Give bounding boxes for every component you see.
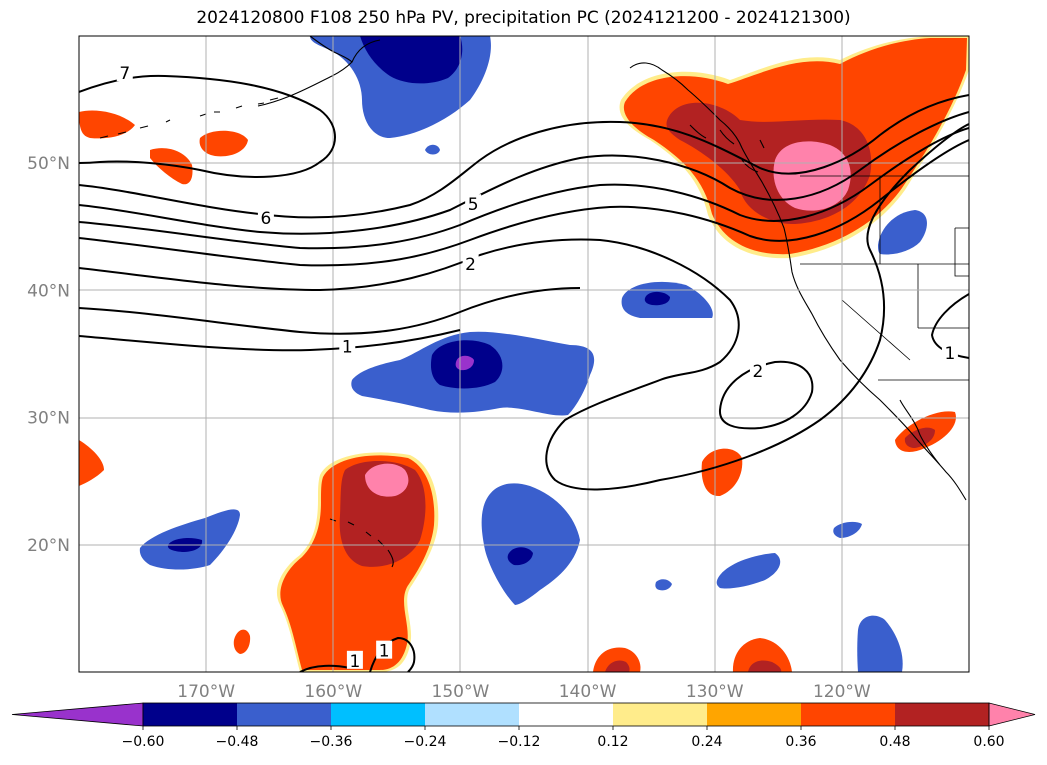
map-title: 2024120800 F108 250 hPa PV, precipitatio… xyxy=(196,8,851,28)
precip-positive-south-a-core xyxy=(605,660,630,672)
colorbar-tick-label-4: −0.12 xyxy=(498,734,541,750)
contour-label-7: 1 xyxy=(349,652,360,672)
colorbar-tick-label-2: −0.36 xyxy=(310,734,353,750)
precip-negative-small-east xyxy=(833,521,862,538)
contour-label-bg-1 xyxy=(257,208,274,227)
colorbar-extend-low xyxy=(11,702,144,727)
contour-label-bg-3 xyxy=(462,253,479,272)
precip-positive-hawaii-max xyxy=(365,463,409,497)
coastline-canada-islands xyxy=(689,124,765,173)
lon-label-2: 150°W xyxy=(432,682,490,702)
gridlines xyxy=(79,36,969,672)
lat-label-2: 30°N xyxy=(27,409,70,429)
colorbar-tick-label-1: −0.48 xyxy=(216,734,259,750)
contour-label-2: 5 xyxy=(468,195,479,215)
precip-positive-baja-core xyxy=(904,427,935,448)
contour-label-bg-5 xyxy=(749,360,766,379)
precip-negative-alaska-core xyxy=(360,36,463,84)
colorbar-box-0 xyxy=(143,703,237,726)
precip-negative-small-blip xyxy=(425,144,440,155)
lon-label-4: 130°W xyxy=(686,682,744,702)
colorbar-box-1 xyxy=(237,703,331,726)
colorbar-tick-label-7: 0.36 xyxy=(785,734,816,750)
colorbar-box-8 xyxy=(895,703,989,726)
political-borders xyxy=(800,175,969,381)
precip-negative-east-core xyxy=(644,291,670,306)
colorbar-box-7 xyxy=(801,703,895,726)
contour-label-0: 7 xyxy=(119,64,130,84)
precip-positive-aleutian-small xyxy=(199,130,248,157)
pv-contour-1-south-b xyxy=(299,664,351,672)
precip-positive-west-edge xyxy=(79,440,104,486)
contour-label-5: 2 xyxy=(753,362,764,382)
contour-label-bg-8 xyxy=(376,640,393,659)
pv-contour-1-lower xyxy=(79,329,461,352)
contour-label-6: 1 xyxy=(945,344,956,364)
lon-label-1: 160°W xyxy=(304,682,362,702)
precip-negative-idaho xyxy=(878,210,927,255)
precip-positive-aleutian-west xyxy=(79,110,135,139)
precip-negative-south-central-core xyxy=(507,547,533,566)
colorbar-frame xyxy=(142,702,990,727)
lon-label-5: 120°W xyxy=(813,682,871,702)
colorbar: −0.60 −0.48 −0.36 −0.24 −0.12 0.12 0.24 0.36 0.4… xyxy=(11,702,1036,750)
precip-positive-subtrop xyxy=(701,448,743,497)
pv-contour-5 xyxy=(79,111,969,235)
colorbar-tick-label-5: 0.12 xyxy=(597,734,628,750)
contour-label-bg-2 xyxy=(465,194,482,213)
plot-frame xyxy=(78,35,970,673)
precip-negative-south-central xyxy=(481,483,580,605)
lon-label-3: 140°W xyxy=(559,682,617,702)
colorbar-tick-label-3: −0.24 xyxy=(404,734,447,750)
contour-label-bg-0 xyxy=(116,63,133,82)
coastline-aleutians xyxy=(99,97,279,139)
coastline-alaska xyxy=(257,36,381,107)
colorbar-box-5 xyxy=(613,703,707,726)
colorbar-box-4 xyxy=(519,703,613,726)
border-utah xyxy=(954,227,969,277)
lat-label-3: 20°N xyxy=(27,536,70,556)
pv-contour-3 xyxy=(79,139,969,267)
pv-contour-7 xyxy=(79,74,336,178)
lon-label-0: 170°W xyxy=(177,682,235,702)
pv-contour-2-closed xyxy=(718,360,814,430)
colorbar-tick-label-8: 0.48 xyxy=(879,734,910,750)
contour-label-3: 2 xyxy=(465,255,476,275)
colorbar-tick-label-6: 0.24 xyxy=(691,734,722,750)
lat-label-0: 50°N xyxy=(27,154,70,174)
colorbar-box-2 xyxy=(331,703,425,726)
contour-label-bg-7 xyxy=(346,650,363,669)
contour-label-bg-4 xyxy=(339,336,356,355)
contour-label-4: 1 xyxy=(342,338,353,358)
precip-positive-tiny xyxy=(233,629,251,654)
coastline-layer xyxy=(99,36,967,568)
lat-label-1: 40°N xyxy=(27,281,70,301)
precip-positive-south-b xyxy=(732,638,792,672)
colorbar-tick-label-0: −0.60 xyxy=(122,734,165,750)
pv-contour-1 xyxy=(79,287,581,335)
colorbar-box-6 xyxy=(707,703,801,726)
precip-fill-layer xyxy=(79,36,969,672)
contour-label-bg-6 xyxy=(941,343,958,361)
latitude-labels: 50°N 40°N 30°N 20°N xyxy=(27,154,70,556)
precip-positive-south-b-core xyxy=(748,660,782,672)
contour-label-8: 1 xyxy=(379,642,390,662)
coastline-north-america xyxy=(629,62,967,501)
pv-contour-4 xyxy=(79,127,969,250)
precip-negative-tiny-south xyxy=(655,579,672,591)
colorbar-tick-label-9: 0.60 xyxy=(973,734,1004,750)
precip-negative-southeast xyxy=(716,553,781,589)
precip-negative-far-southeast xyxy=(857,615,903,672)
contour-label-1: 6 xyxy=(260,209,271,229)
colorbar-extend-high xyxy=(988,702,1036,727)
longitude-labels: 170°W 160°W 150°W 140°W 130°W 120°W xyxy=(177,682,871,702)
colorbar-box-3 xyxy=(425,703,519,726)
